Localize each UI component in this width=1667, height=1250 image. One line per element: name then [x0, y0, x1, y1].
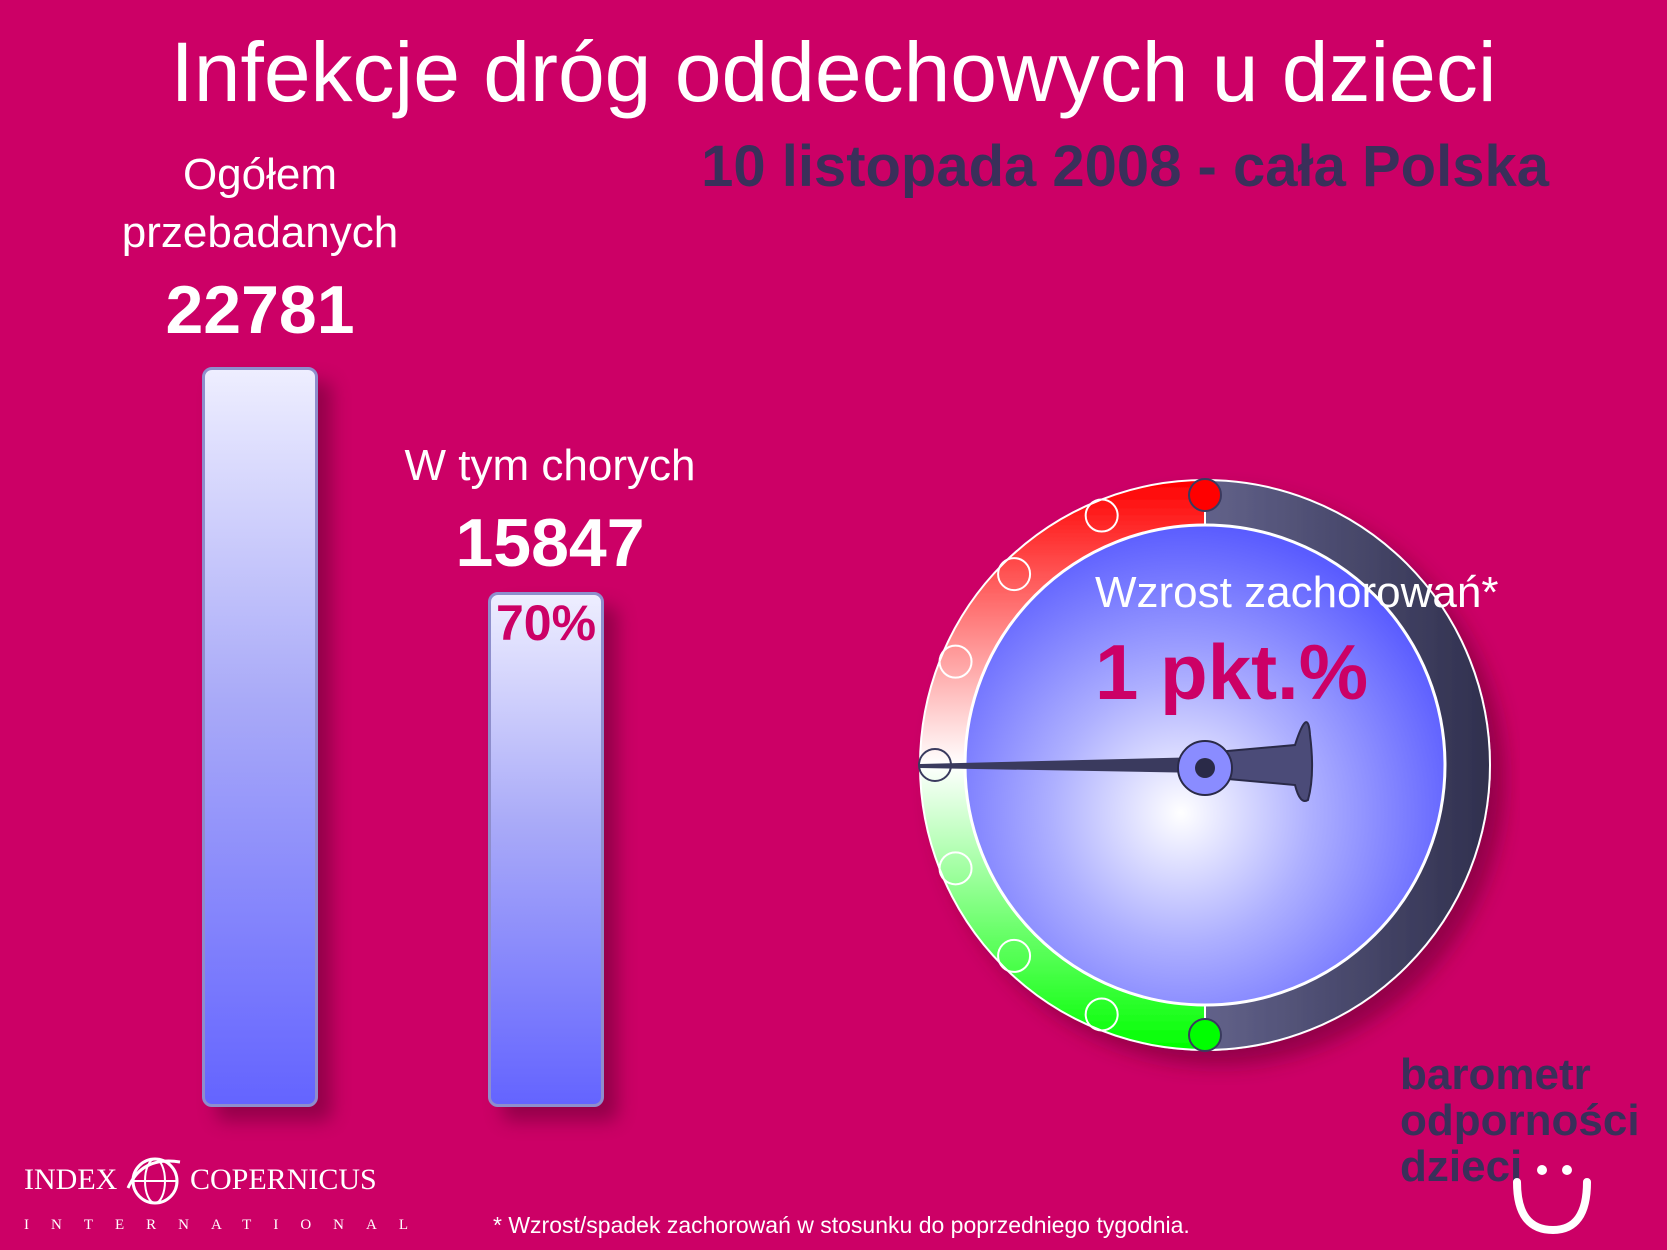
bar-total	[202, 367, 318, 1107]
footnote: * Wzrost/spadek zachorowań w stosunku do…	[493, 1212, 1190, 1238]
gauge-tick-circle	[1188, 1018, 1222, 1052]
barometr-logo: barometr odporności dzieci	[1400, 1052, 1640, 1190]
bar-sick	[488, 592, 604, 1107]
total-label-line1: Ogółem	[182, 150, 338, 199]
sick-label: W tym chorych	[404, 441, 696, 490]
gauge-needle-tail	[1204, 721, 1314, 802]
gauge-hub-center	[1195, 758, 1215, 778]
total-label: Ogółem przebadanych	[90, 146, 430, 262]
logo-line2: odporności	[1400, 1096, 1640, 1145]
gauge-tick-circle	[938, 851, 973, 886]
gauge-ticks	[918, 478, 1222, 1052]
chart-subtitle: 10 listopada 2008 - cała Polska	[701, 134, 1549, 199]
gauge-tick-circle	[1188, 478, 1222, 512]
total-value-label: 22781	[165, 272, 355, 348]
gauge-tick-circle	[997, 557, 1032, 592]
gauge-value: 1 pkt.%	[1095, 628, 1369, 716]
logo-line3: dzieci	[1400, 1142, 1523, 1191]
gauge-tick-circle	[997, 938, 1032, 973]
brand-left: INDEX	[24, 1163, 118, 1196]
globe-icon	[126, 1157, 181, 1205]
gauge-label: Wzrost zachorowań*	[1095, 568, 1499, 617]
gauge-tick-circle	[938, 644, 973, 679]
gauge	[918, 478, 1491, 1052]
sick-percent-label: 70%	[495, 595, 597, 652]
gauge-needle	[920, 721, 1314, 802]
sick-value-label: 15847	[455, 505, 645, 581]
brand-sub: INTERNATIONAL	[24, 1217, 430, 1233]
brand-right: COPERNICUS	[190, 1163, 377, 1196]
logo-line1: barometr	[1400, 1050, 1591, 1099]
total-label-line2: przebadanych	[121, 208, 399, 257]
gauge-tick-circle	[1084, 498, 1119, 533]
smiley-icon	[1513, 1165, 1591, 1235]
chart-title: Infekcje dróg oddechowych u dzieci	[170, 25, 1497, 119]
gauge-tick-circle	[1084, 997, 1119, 1032]
